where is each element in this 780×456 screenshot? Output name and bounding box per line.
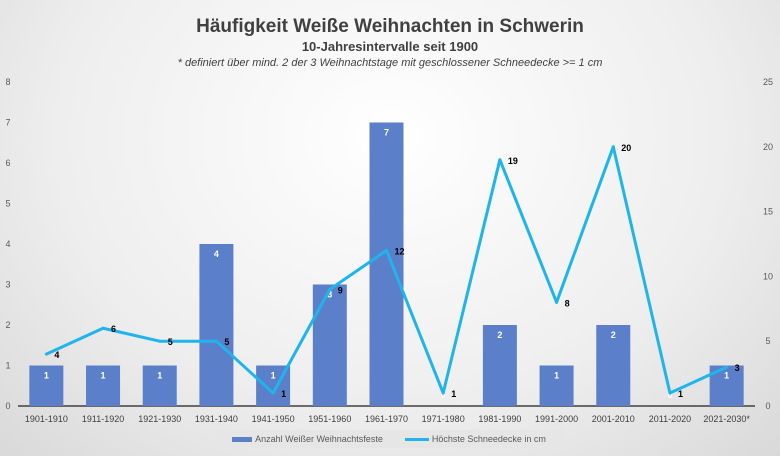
line-point [214,339,218,343]
line-label: 6 [111,324,116,334]
legend-bar-label: Anzahl Weißer Weihnachtsfeste [255,434,383,444]
line-label: 1 [678,389,683,399]
chart-note: * definiert über mind. 2 der 3 Weihnacht… [177,57,603,69]
line-label: 5 [224,337,229,347]
legend-bar-swatch [232,437,253,443]
line-point [668,391,672,395]
bar [86,365,121,406]
y-right-tick: 10 [763,271,773,281]
bar-label: 1 [271,371,276,381]
bar [596,325,631,406]
line-point [101,326,105,330]
bar [369,122,404,406]
legend-line-swatch [404,438,429,442]
x-tick-label: 1911-1920 [82,414,124,424]
bar [312,284,347,406]
legend-line-label: Höchste Schneedecke in cm [431,434,546,444]
bar-label: 4 [214,249,219,259]
x-tick-label: 2001-2010 [592,414,635,424]
legend-line: Höchste Schneedecke in cm [404,434,546,444]
y-right-tick: 25 [763,77,773,87]
bar [539,365,574,406]
bar-label: 0 [667,390,672,400]
x-tick-label: 1961-1970 [365,414,408,424]
bar-label: 2 [611,330,616,340]
bar [29,365,64,406]
x-tick-label: 1921-1930 [138,414,181,424]
y-left-tick: 7 [5,118,10,128]
bar-label: 0 [441,390,446,400]
y-left-tick: 3 [5,280,10,290]
line-point [611,145,615,149]
y-right-tick: 20 [763,142,773,152]
line-point [44,352,48,356]
line-label: 20 [621,143,631,153]
bar-label: 2 [497,330,502,340]
bar-label: 3 [327,290,332,300]
line-label: 12 [395,246,405,256]
chart-title: Häufigkeit Weiße Weihnachten in Schwerin [196,16,584,37]
line-point [158,339,162,343]
line-label: 3 [735,363,740,373]
line-point [441,391,445,395]
line-point [555,300,559,304]
line-point [328,287,332,291]
bar-label: 1 [44,371,49,381]
line-label: 1 [451,389,456,399]
y-left-tick: 6 [5,158,10,168]
x-tick-label: 1981-1990 [478,414,521,424]
line-point [498,158,502,162]
chart-subtitle: 10-Jahresintervalle seit 1900 [301,39,479,54]
x-tick-label: 2021-2030* [703,414,750,424]
x-tick-label: 1941-1950 [252,414,295,424]
y-left-tick: 1 [5,361,10,371]
bar [199,244,234,406]
bar-label: 1 [724,371,729,381]
line-point [385,248,388,252]
x-tick-label: 1991-2000 [535,414,578,424]
x-tick-label: 1971-1980 [422,414,465,424]
line-label: 5 [168,337,173,347]
bar-label: 1 [101,371,106,381]
x-tick-label: 2011-2020 [649,414,691,424]
bar [482,325,517,406]
bar-label: 7 [384,128,389,138]
line-label: 4 [54,350,59,360]
bar-label: 1 [157,371,162,381]
y-right-tick: 0 [765,401,770,411]
line-label: 19 [508,156,518,166]
x-tick-label: 1931-1940 [195,414,238,424]
y-left-tick: 0 [5,401,10,411]
x-tick-label: 1901-1910 [25,414,68,424]
y-left-tick: 2 [5,320,10,330]
bar [142,365,177,406]
y-right-tick: 15 [763,207,773,217]
y-left-tick: 5 [5,199,10,209]
y-left-tick: 8 [5,77,10,87]
line-label: 9 [338,285,343,295]
line-point [271,391,275,395]
legend: Anzahl Weißer Weihnachtsfeste Höchste Sc… [214,430,564,448]
legend-bar: Anzahl Weißer Weihnachtsfeste [232,434,383,444]
x-tick-label: 1951-1960 [308,414,351,424]
y-right-tick: 5 [765,336,770,346]
line-label: 1 [281,389,286,399]
y-left-tick: 4 [5,239,10,249]
line-point [725,365,729,369]
bar-label: 1 [554,371,559,381]
line-label: 8 [565,298,570,308]
